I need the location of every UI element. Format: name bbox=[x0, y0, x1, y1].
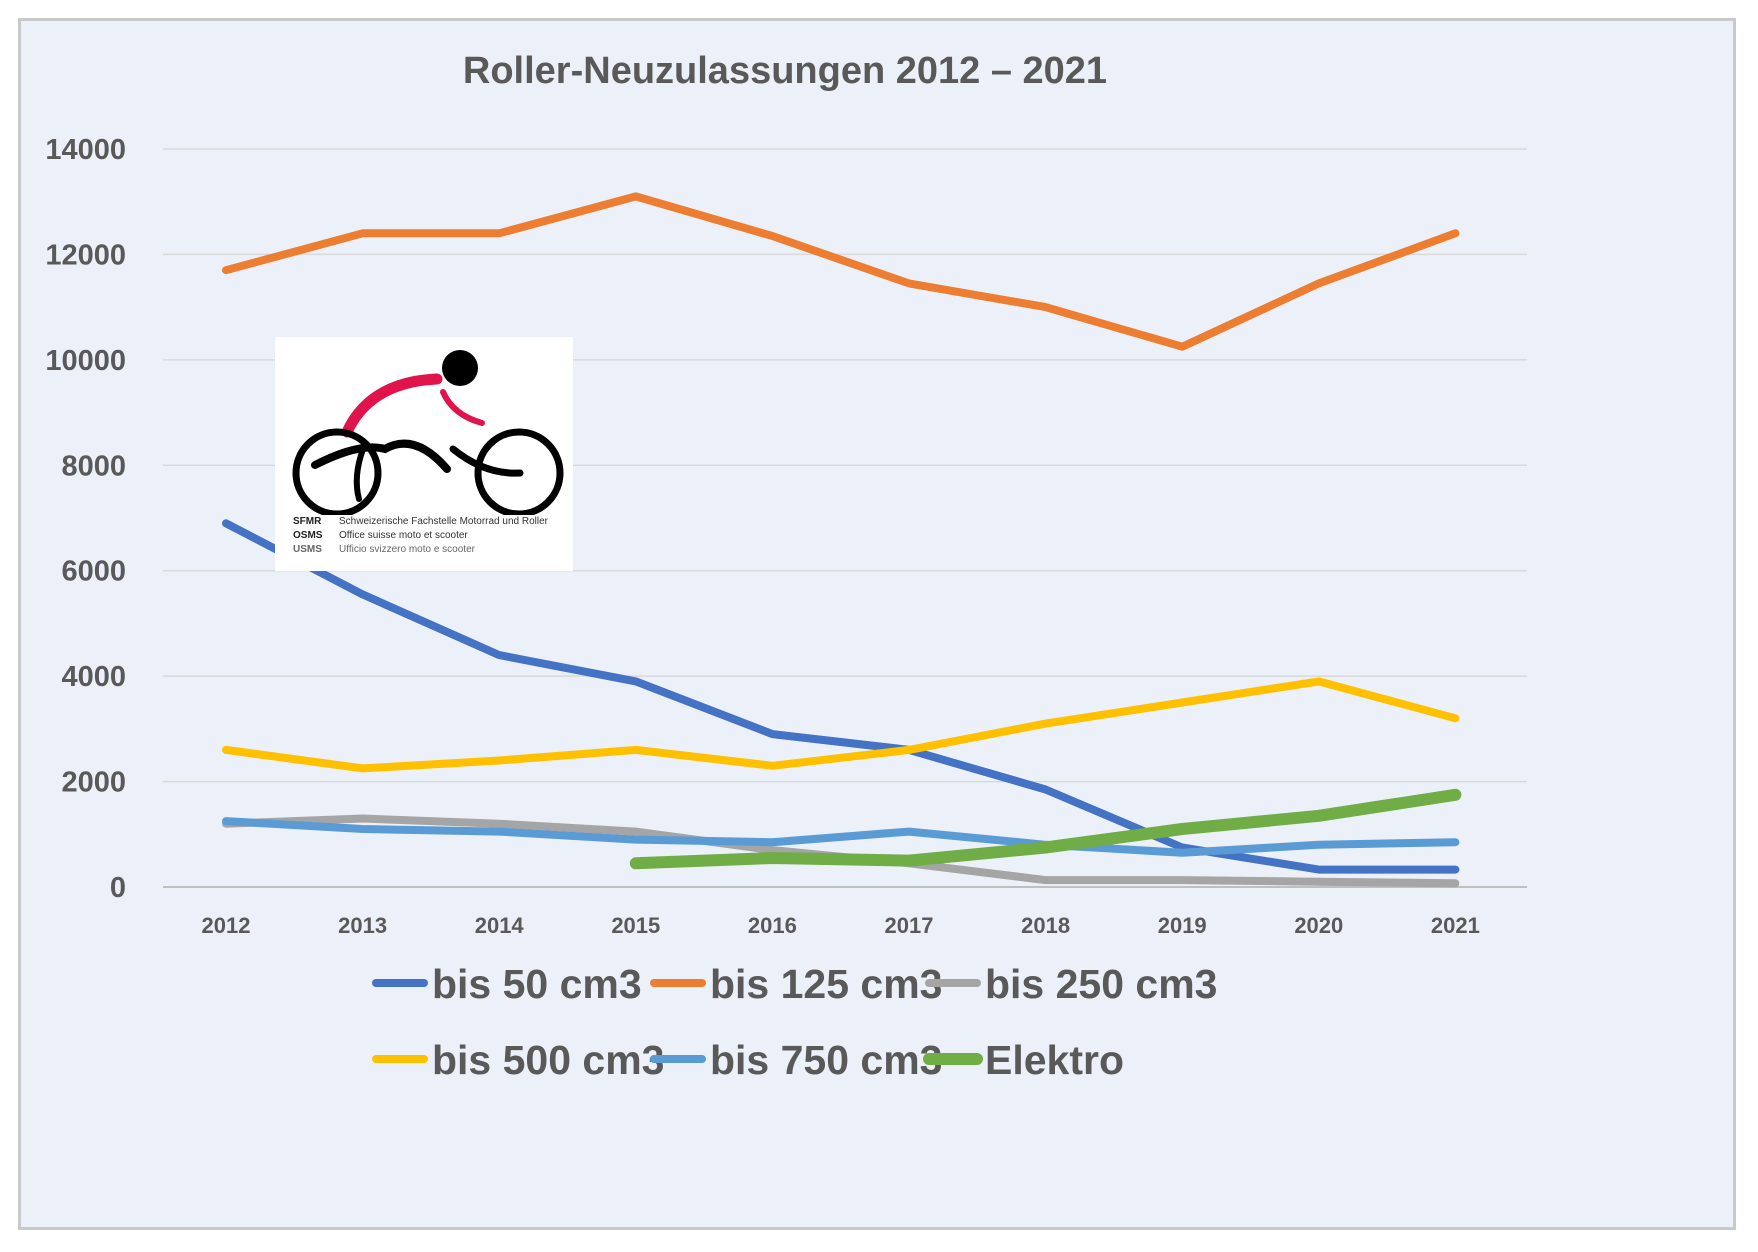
logo-row-sfmr: SFMR Schweizerische Fachstelle Motorrad u… bbox=[293, 515, 548, 529]
x-tick-label: 2017 bbox=[885, 913, 934, 938]
x-tick-label: 2012 bbox=[202, 913, 251, 938]
x-tick-label: 2014 bbox=[475, 913, 525, 938]
logo-abbr-usms: USMS bbox=[293, 544, 322, 555]
legend-label: bis 250 cm3 bbox=[985, 961, 1218, 1007]
logo-full-sfmr: Schweizerische Fachstelle Motorrad und R… bbox=[339, 516, 548, 527]
logo-row-osms: OSMS Office suisse moto et scooter bbox=[293, 529, 548, 543]
legend-label: bis 125 cm3 bbox=[710, 961, 943, 1007]
y-tick-label: 6000 bbox=[61, 556, 126, 588]
logo-abbr-osms: OSMS bbox=[293, 530, 323, 541]
logo-full-usms: Ufficio svizzero moto e scooter bbox=[339, 544, 475, 555]
motorcycle-logo-icon bbox=[292, 350, 564, 518]
logo-abbr-sfmr: SFMR bbox=[293, 516, 322, 527]
y-tick-label: 12000 bbox=[45, 239, 126, 271]
y-tick-label: 10000 bbox=[45, 345, 126, 377]
logo-full-osms: Office suisse moto et scooter bbox=[339, 530, 468, 541]
sfmr-logo: SFMR Schweizerische Fachstelle Motorrad u… bbox=[275, 337, 573, 571]
legend-label: bis 750 cm3 bbox=[710, 1037, 943, 1083]
legend-label: Elektro bbox=[985, 1037, 1124, 1083]
x-tick-label: 2015 bbox=[611, 913, 660, 938]
series-line bbox=[222, 192, 1460, 351]
series-line bbox=[629, 788, 1462, 870]
chart-title: Roller-Neuzulassungen 2012 – 2021 bbox=[463, 50, 1107, 92]
y-tick-label: 8000 bbox=[61, 450, 126, 482]
logo-caption: SFMR Schweizerische Fachstelle Motorrad u… bbox=[293, 515, 548, 557]
x-tick-label: 2018 bbox=[1021, 913, 1070, 938]
series-line bbox=[222, 519, 1460, 874]
x-tick-label: 2013 bbox=[338, 913, 387, 938]
x-tick-label: 2021 bbox=[1431, 913, 1480, 938]
line-chart: Roller-Neuzulassungen 2012 – 2021 0 2000 40… bbox=[45, 50, 1527, 1083]
series-line bbox=[222, 677, 1460, 773]
x-tick-label: 2020 bbox=[1294, 913, 1343, 938]
y-tick-label: 4000 bbox=[61, 661, 126, 693]
y-tick-label: 2000 bbox=[61, 767, 126, 799]
legend-label: bis 50 cm3 bbox=[432, 961, 642, 1007]
x-tick-label: 2016 bbox=[748, 913, 797, 938]
legend-label: bis 500 cm3 bbox=[432, 1037, 665, 1083]
logo-row-usms: USMS Ufficio svizzero moto e scooter bbox=[293, 543, 548, 557]
y-tick-label: 14000 bbox=[45, 134, 126, 166]
x-tick-label: 2019 bbox=[1158, 913, 1207, 938]
series-line bbox=[222, 817, 1460, 857]
chart-frame: Roller-Neuzulassungen 2012 – 2021 0 2000 40… bbox=[18, 18, 1736, 1230]
y-tick-label: 0 bbox=[110, 872, 126, 904]
